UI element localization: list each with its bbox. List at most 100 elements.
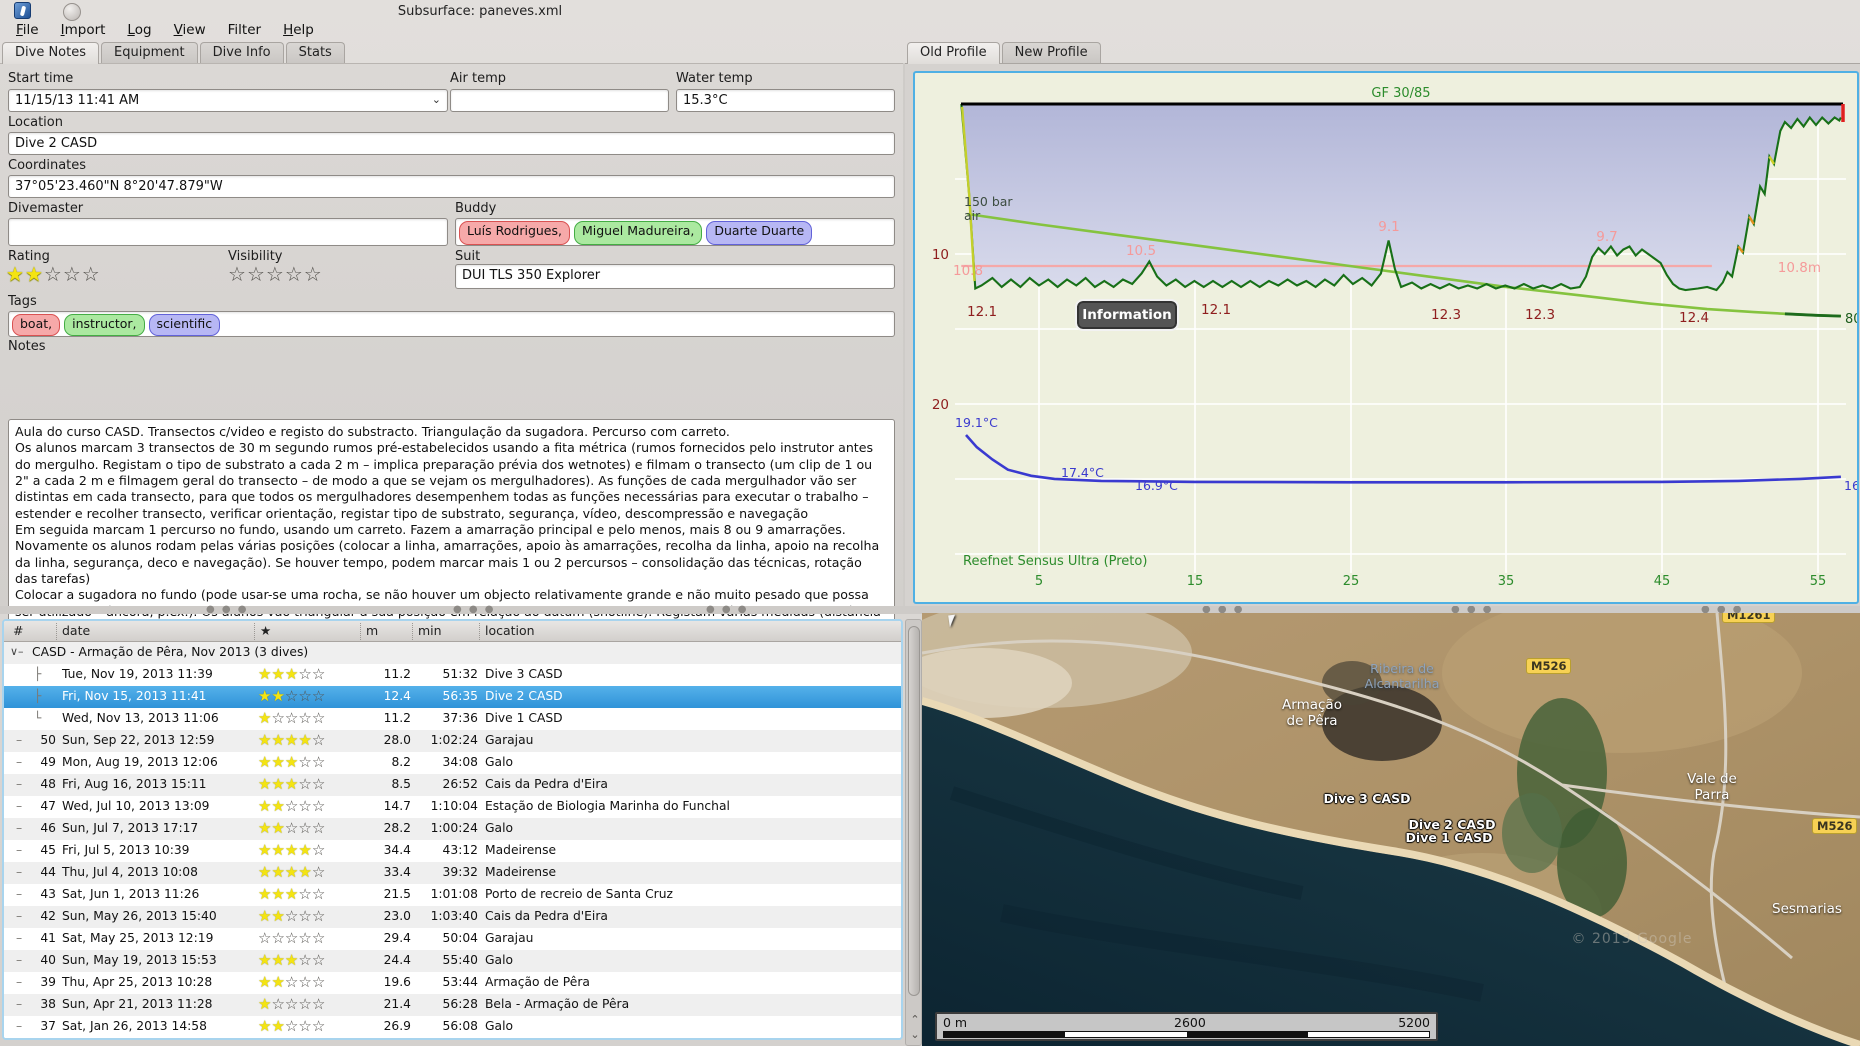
chart-label: 25	[1343, 574, 1360, 589]
dive-number: 46	[40, 821, 56, 835]
star-filled-icon: ★	[258, 885, 272, 903]
subsurface-app-icon[interactable]	[14, 2, 31, 19]
dive-row[interactable]: ├ Tue, Nov 19, 2013 11:39 ★★★☆☆ 11.2 51:32 Di…	[4, 664, 901, 686]
dive-row[interactable]: –47 Wed, Jul 10, 2013 13:09 ★★☆☆☆ 14.7 1:10:…	[4, 796, 901, 818]
star-filled-icon: ★	[284, 841, 299, 859]
location-input[interactable]: Dive 2 CASD	[8, 132, 895, 155]
star-empty-icon: ☆	[258, 929, 272, 947]
dive-location: Garajau	[485, 931, 534, 945]
tab-equipment[interactable]: Equipment	[101, 42, 198, 64]
dive-site-map[interactable]: Armação de Pêra Ribeira de Alcantarilha Va…	[922, 613, 1860, 1046]
star-empty-icon: ☆	[284, 819, 299, 837]
chevron-down-icon[interactable]: ⌄	[431, 93, 441, 106]
dive-row[interactable]: –42 Sun, May 26, 2013 15:40 ★★☆☆☆ 23.0 1:03:…	[4, 906, 901, 928]
star-empty-icon: ☆	[303, 262, 323, 286]
menu-help[interactable]: Help	[283, 22, 314, 38]
scroll-up-icon[interactable]: ⌃	[910, 1013, 920, 1026]
star-filled-icon: ★	[284, 885, 299, 903]
menu-filter[interactable]: Filter	[227, 22, 262, 38]
start-time-combo[interactable]: 11/15/13 11:41 AM ⌄	[8, 89, 448, 112]
menu-file[interactable]: File	[16, 22, 39, 38]
dive-row[interactable]: –39 Thu, Apr 25, 2013 10:28 ★★☆☆☆ 19.6 53:44…	[4, 972, 901, 994]
window-knob-icon[interactable]	[63, 3, 81, 21]
col-rating[interactable]: ★	[254, 623, 271, 640]
dive-row[interactable]: –43 Sat, Jun 1, 2013 11:26 ★★★☆☆ 21.5 1:01:0…	[4, 884, 901, 906]
rating-stars[interactable]: ★ ★ ☆ ☆ ☆	[6, 264, 101, 284]
star-filled-icon: ★	[258, 1017, 272, 1035]
star-filled-icon: ★	[284, 951, 299, 969]
star-empty-icon: ☆	[311, 973, 326, 991]
tab-new-profile[interactable]: New Profile	[1001, 42, 1101, 64]
dive-row[interactable]: –49 Mon, Aug 19, 2013 12:06 ★★★☆☆ 8.2 34:08 G…	[4, 752, 901, 774]
col-date[interactable]: date	[56, 623, 90, 640]
dive-list-scrollbar[interactable]: ⌃ ⌄	[905, 619, 922, 1046]
tab-dive-notes[interactable]: Dive Notes	[2, 42, 99, 64]
star-empty-icon: ☆	[43, 262, 63, 286]
dive-number: 48	[40, 777, 56, 791]
dive-depth: 8.5	[391, 777, 411, 791]
menu-log[interactable]: Log	[127, 22, 152, 38]
dive-row[interactable]: –45 Fri, Jul 5, 2013 10:39 ★★★★☆ 34.4 43:12 M…	[4, 840, 901, 862]
menu-import[interactable]: Import	[60, 22, 106, 38]
buddy-input[interactable]: Luís Rodrigues, Miguel Madureira, Duarte D…	[455, 218, 895, 246]
dive-row[interactable]: –36Sun, Jan 20, 2013 12:33★★★☆☆21.758:36…	[4, 1038, 901, 1040]
star-empty-icon: ☆	[284, 973, 299, 991]
tree-branch-icon: –	[16, 777, 23, 791]
dive-trip-row[interactable]: ∨– CASD - Armação de Pêra, Nov 2013 (3 di…	[4, 642, 901, 664]
col-number[interactable]: #	[13, 623, 24, 638]
tab-dive-info[interactable]: Dive Info	[199, 42, 284, 64]
tags-input[interactable]: boat, instructor, scientific	[8, 311, 895, 337]
star-empty-icon: ☆	[298, 709, 312, 727]
menu-view[interactable]: View	[173, 22, 206, 38]
dive-location: Armação de Pêra	[485, 975, 590, 989]
dive-rating: ★★☆☆☆	[258, 909, 325, 924]
col-duration[interactable]: min	[412, 623, 442, 640]
mouse-cursor	[948, 614, 957, 628]
air-temp-input[interactable]	[450, 89, 669, 112]
pill-token: scientific	[148, 314, 221, 336]
dive-duration: 34:08	[442, 755, 478, 769]
dive-row[interactable]: └ Wed, Nov 13, 2013 11:06 ★☆☆☆☆ 11.2 37:36 Di…	[4, 708, 901, 730]
horizontal-splitter[interactable]: ● ● ● ● ● ● ● ● ● ● ● ● ● ● ● ● ● ●	[0, 605, 1860, 615]
dive-row[interactable]: –46 Sun, Jul 7, 2013 17:17 ★★☆☆☆ 28.2 1:00:2…	[4, 818, 901, 840]
star-filled-icon: ★	[271, 797, 285, 815]
star-filled-icon: ★	[298, 863, 312, 881]
dive-list: # date ★ m min location ∨– CASD - Armação…	[2, 619, 903, 1040]
star-filled-icon: ★	[24, 262, 44, 286]
dive-row[interactable]: –37 Sat, Jan 26, 2013 14:58 ★★☆☆☆ 26.9 56:08…	[4, 1016, 901, 1038]
dive-date: Thu, Apr 25, 2013 10:28	[62, 975, 213, 989]
star-empty-icon: ☆	[246, 262, 266, 286]
scrollbar-thumb[interactable]	[908, 626, 920, 996]
dive-rating: ★★★★☆	[258, 865, 325, 880]
star-empty-icon: ☆	[298, 1039, 311, 1040]
dive-row[interactable]: –48 Fri, Aug 16, 2013 15:11 ★★★☆☆ 8.5 26:52 C…	[4, 774, 901, 796]
scroll-down-icon[interactable]: ⌄	[910, 1028, 920, 1041]
dive-row[interactable]: –40 Sun, May 19, 2013 15:53 ★★★☆☆ 24.4 55:40…	[4, 950, 901, 972]
divemaster-input[interactable]	[8, 218, 448, 246]
coordinates-input[interactable]: 37°05'23.460"N 8°20'47.879"W	[8, 175, 895, 198]
water-temp-input[interactable]: 15.3°C	[676, 89, 895, 112]
temperature-line	[965, 434, 1841, 484]
col-depth[interactable]: m	[360, 623, 378, 640]
star-empty-icon: ☆	[284, 929, 299, 947]
dive-row[interactable]: –50 Sun, Sep 22, 2013 12:59 ★★★★☆ 28.0 1:02:…	[4, 730, 901, 752]
star-empty-icon: ☆	[311, 929, 326, 947]
dive-rating: ☆☆☆☆☆	[258, 931, 325, 946]
dive-row[interactable]: –38 Sun, Apr 21, 2013 11:28 ★☆☆☆☆ 21.4 56:28…	[4, 994, 901, 1016]
map-label: Ribeira de Alcantarilha	[1364, 661, 1440, 691]
dive-date: Sun, Sep 22, 2013 12:59	[62, 733, 215, 747]
star-filled-icon: ★	[258, 841, 272, 859]
tab-old-profile[interactable]: Old Profile	[907, 42, 1000, 64]
dive-row[interactable]: –41 Sat, May 25, 2013 12:19 ☆☆☆☆☆ 29.4 50:04…	[4, 928, 901, 950]
tab-stats[interactable]: Stats	[285, 42, 345, 64]
dive-row[interactable]: ├ Fri, Nov 15, 2013 11:41 ★★☆☆☆ 12.4 56:35 Di…	[4, 686, 901, 708]
dive-row[interactable]: –44 Thu, Jul 4, 2013 10:08 ★★★★☆ 33.4 39:32 M…	[4, 862, 901, 884]
suit-input[interactable]: DUI TLS 350 Explorer	[455, 264, 895, 289]
star-empty-icon: ☆	[311, 1017, 326, 1035]
expander-icon[interactable]: ∨–	[10, 645, 24, 658]
col-location[interactable]: location	[479, 623, 535, 640]
scale-zero: 0 m	[943, 1015, 968, 1030]
visibility-stars[interactable]: ☆ ☆ ☆ ☆ ☆	[228, 264, 323, 284]
